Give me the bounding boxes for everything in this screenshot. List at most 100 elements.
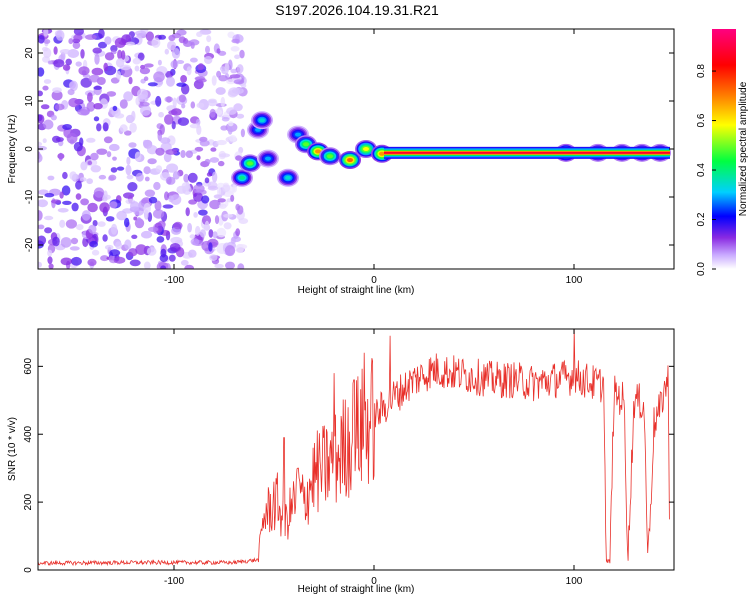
noise-blob xyxy=(44,227,53,234)
noise-blob xyxy=(69,171,77,181)
noise-blob xyxy=(143,202,151,214)
noise-blob xyxy=(51,90,63,101)
feature-ring xyxy=(347,158,353,163)
noise-blob xyxy=(50,199,62,204)
noise-blob xyxy=(214,215,220,225)
noise-blob xyxy=(196,102,205,109)
noise-blob xyxy=(72,41,81,49)
noise-blob xyxy=(230,194,235,202)
noise-blob xyxy=(157,59,162,66)
feature-ring xyxy=(315,149,321,154)
noise-blob xyxy=(59,219,66,228)
noise-blob xyxy=(98,29,105,39)
feature-ring xyxy=(285,175,291,180)
noise-blob xyxy=(58,152,63,161)
noise-blob xyxy=(197,78,207,83)
noise-blob xyxy=(73,34,83,41)
noise-blob xyxy=(240,83,247,89)
y-tick-label: 10 xyxy=(24,95,35,107)
noise-blob xyxy=(60,237,72,248)
noise-blob xyxy=(66,132,78,144)
signal-feature xyxy=(231,168,253,187)
noise-blob xyxy=(172,171,180,180)
noise-blob xyxy=(169,243,181,252)
noise-blob xyxy=(104,244,114,250)
noise-blob xyxy=(124,239,132,250)
noise-blob xyxy=(98,41,107,49)
noise-blob xyxy=(204,177,210,184)
feature-ring xyxy=(295,132,301,137)
noise-blob xyxy=(180,150,186,158)
noise-blob xyxy=(146,247,157,256)
noise-blob xyxy=(156,236,165,243)
noise-blob xyxy=(153,71,165,83)
noise-blob xyxy=(38,35,45,44)
noise-blob xyxy=(75,61,82,67)
noise-blob xyxy=(86,101,96,112)
noise-blob xyxy=(123,91,133,102)
spectrogram-ylabel: Frequency (Hz) xyxy=(7,115,18,184)
noise-blob xyxy=(167,40,177,51)
noise-blob xyxy=(158,34,167,40)
noise-blob xyxy=(43,29,49,37)
noise-blob xyxy=(181,103,186,109)
noise-blob xyxy=(134,30,147,37)
noise-blob xyxy=(104,52,115,61)
noise-blob xyxy=(228,135,237,142)
noise-blob xyxy=(69,246,80,251)
noise-blob xyxy=(59,49,71,55)
noise-blob xyxy=(132,57,141,65)
noise-blob xyxy=(54,103,65,111)
noise-blob xyxy=(91,67,104,76)
noise-blob xyxy=(79,177,87,182)
noise-blob xyxy=(140,104,152,116)
snr-ylabel: SNR (10 * v/v) xyxy=(7,417,18,481)
noise-blob xyxy=(198,209,208,216)
noise-blob xyxy=(130,201,140,212)
noise-blob xyxy=(235,228,241,237)
noise-blob xyxy=(230,46,240,52)
noise-blob xyxy=(190,41,195,49)
noise-blob xyxy=(47,60,53,65)
y-tick-label: 600 xyxy=(23,358,34,375)
noise-blob xyxy=(115,241,123,250)
noise-blob xyxy=(218,153,231,158)
noise-blob xyxy=(201,195,210,204)
x-tick-label: -100 xyxy=(164,275,184,286)
noise-blob xyxy=(104,36,112,45)
noise-blob xyxy=(55,30,65,41)
noise-blob xyxy=(128,248,138,257)
noise-blob xyxy=(229,74,241,79)
noise-blob xyxy=(126,156,131,166)
noise-blob xyxy=(129,259,141,267)
noise-blob xyxy=(216,70,222,78)
noise-blob xyxy=(124,130,132,136)
snr-frame xyxy=(37,328,675,571)
noise-blob xyxy=(236,113,245,119)
y-tick-label: -20 xyxy=(24,237,35,252)
noise-blob xyxy=(97,221,106,227)
noise-blob xyxy=(224,62,230,73)
noise-blob xyxy=(38,114,45,124)
noise-blob xyxy=(236,64,244,74)
snr-line xyxy=(38,329,670,567)
noise-blob xyxy=(213,194,223,199)
noise-blob xyxy=(131,110,136,122)
feature-ring xyxy=(265,156,271,161)
noise-blob xyxy=(155,147,165,156)
noise-blob xyxy=(38,67,45,77)
noise-blob xyxy=(52,236,60,247)
noise-blob xyxy=(119,124,128,133)
noise-blob xyxy=(220,96,226,108)
noise-blob xyxy=(43,39,51,44)
signal-feature xyxy=(251,111,273,130)
noise-blob xyxy=(145,31,154,42)
noise-blob xyxy=(139,101,150,107)
noise-blob xyxy=(135,96,141,106)
noise-blob xyxy=(141,199,148,204)
noise-blob xyxy=(71,202,79,212)
noise-blob xyxy=(192,184,205,194)
noise-blob xyxy=(119,99,128,109)
